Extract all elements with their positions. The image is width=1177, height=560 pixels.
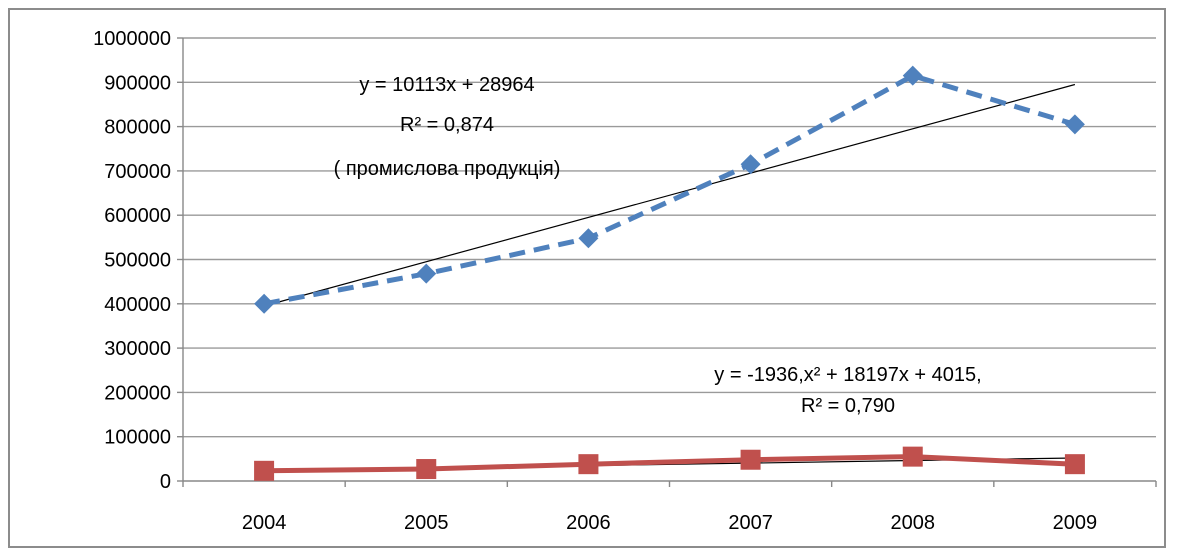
series-2-line [264,454,1076,474]
y-tick-label: 1000000 [93,28,171,50]
trendlines [263,83,1076,472]
y-tick-label: 0 [160,471,171,493]
gridlines [177,37,1157,487]
x-tick-label: 2005 [404,512,449,534]
y-tick-label: 400000 [104,294,171,316]
x-tick-label: 2009 [1053,512,1098,534]
y-tick-label: 300000 [104,338,171,360]
y-axis-ticks: 0 100000 200000 300000 400000 500000 600000 700… [93,28,171,493]
series-2-point [1064,454,1085,475]
series-2-point [254,460,275,481]
top-note: ( промислова продукція) [334,158,561,180]
line-chart: 0 100000 200000 300000 400000 500000 600000 700… [93,28,1157,534]
series-2-point [740,449,761,470]
y-tick-label: 900000 [104,72,171,94]
series-1-point [416,263,437,284]
y-tick-label: 600000 [104,205,171,227]
series-2-point [578,454,599,475]
series-1-line [263,73,1076,307]
series-1-point [902,65,923,86]
x-tick-label: 2008 [891,512,936,534]
series-2-point [416,459,437,480]
trendline [263,83,1076,307]
chart-frame: 0 100000 200000 300000 400000 500000 600000 700… [8,8,1166,548]
bottom-r-squared: R² = 0,790 [801,395,895,417]
series-1-point [740,154,761,175]
top-equation: y = 10113x + 28964 [359,74,534,96]
y-tick-label: 500000 [104,250,171,272]
y-tick-label: 800000 [104,117,171,139]
bottom-equation: y = -1936,x² + 18197x + 4015, [714,364,981,386]
top-r-squared: R² = 0,874 [400,114,494,136]
y-tick-label: 700000 [104,161,171,183]
series-1-point [578,228,599,249]
series-1-point [1064,114,1085,135]
x-axis-ticks: 2004 2005 2006 2007 2008 2009 [242,512,1097,534]
x-tick-label: 2007 [728,512,773,534]
y-tick-label: 100000 [104,427,171,449]
x-tick-label: 2004 [242,512,287,534]
x-tick-label: 2006 [566,512,611,534]
series-1-point [254,293,275,314]
series-2-point [902,446,923,467]
y-tick-label: 200000 [104,382,171,404]
series [254,65,1085,481]
